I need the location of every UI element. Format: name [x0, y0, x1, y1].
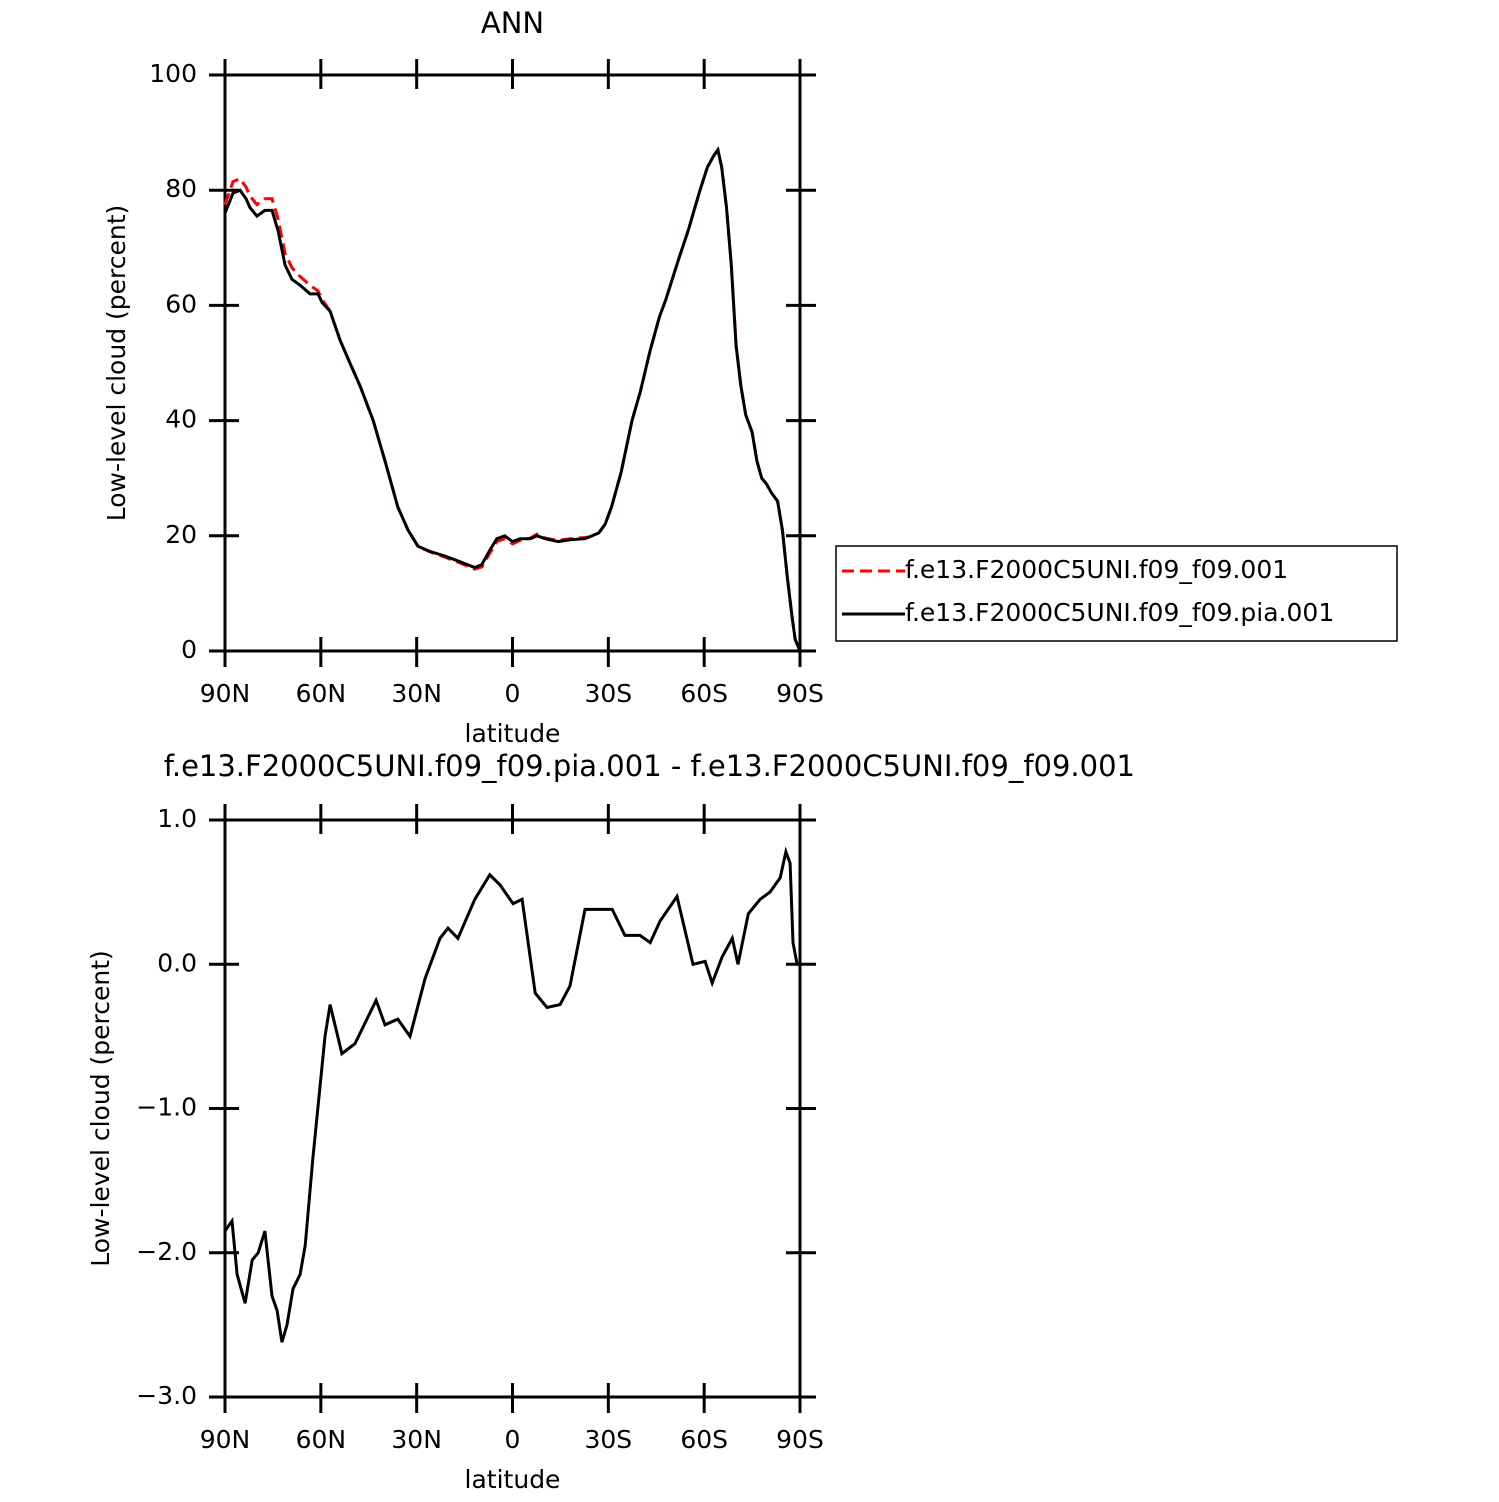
x-axis-label: latitude	[465, 719, 561, 748]
y-axis-label: Low-level cloud (percent)	[102, 205, 131, 522]
legend-label: f.e13.F2000C5UNI.f09_f09.001	[905, 555, 1288, 584]
data-line	[223, 146, 802, 652]
x-tick-label: 60S	[680, 1425, 728, 1454]
legend-label: f.e13.F2000C5UNI.f09_f09.pia.001	[905, 598, 1334, 627]
x-axis-label: latitude	[465, 1465, 561, 1494]
x-tick-label: 30S	[584, 1425, 632, 1454]
chart-title: ANN	[481, 6, 544, 40]
x-tick-label: 90S	[776, 1425, 824, 1454]
data-line	[223, 146, 802, 652]
plot-frame	[223, 818, 802, 1399]
x-tick-label: 60S	[680, 679, 728, 708]
y-tick-label: −2.0	[136, 1237, 197, 1266]
y-tick-label: 20	[165, 520, 197, 549]
x-tick-label: 30N	[391, 1425, 442, 1454]
data-line	[223, 846, 800, 1343]
y-axis-label: Low-level cloud (percent)	[86, 950, 115, 1267]
x-tick-label: 90S	[776, 679, 824, 708]
x-tick-label: 90N	[200, 1425, 251, 1454]
y-tick-label: 100	[149, 59, 197, 88]
x-tick-label: 90N	[200, 679, 251, 708]
x-tick-label: 30N	[391, 679, 442, 708]
y-tick-label: 0.0	[157, 948, 197, 977]
chart-title: f.e13.F2000C5UNI.f09_f09.pia.001 - f.e13…	[164, 749, 1135, 783]
x-tick-label: 30S	[584, 679, 632, 708]
y-tick-label: −3.0	[136, 1381, 197, 1410]
y-tick-label: −1.0	[136, 1093, 197, 1122]
x-tick-label: 0	[505, 679, 521, 708]
legend-box	[835, 545, 1398, 642]
y-tick-label: 40	[165, 405, 197, 434]
plot-frame	[223, 73, 802, 653]
x-tick-label: 60N	[296, 679, 347, 708]
y-tick-label: 1.0	[157, 804, 197, 833]
x-tick-label: 0	[505, 1425, 521, 1454]
y-tick-label: 80	[165, 174, 197, 203]
x-tick-label: 60N	[296, 1425, 347, 1454]
y-tick-label: 0	[181, 635, 197, 664]
y-tick-label: 60	[165, 289, 197, 318]
